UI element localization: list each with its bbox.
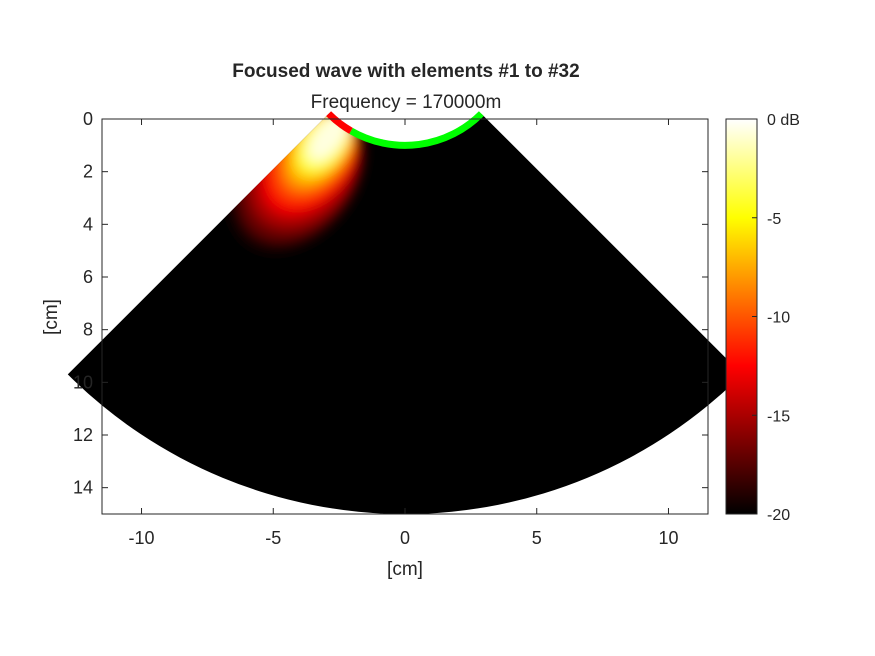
x-axis-label: [cm] bbox=[387, 559, 423, 580]
colorbar-tick-label: -15 bbox=[767, 408, 790, 425]
colorbar-tick-label: -10 bbox=[767, 310, 790, 327]
x-tick-label: 5 bbox=[532, 528, 542, 548]
chart-title: Focused wave with elements #1 to #32 bbox=[232, 61, 579, 82]
y-tick-label: 6 bbox=[83, 267, 93, 287]
colorbar-axis: 0 dB -5 -10 -15 -20 bbox=[752, 112, 800, 524]
y-tick-label: 10 bbox=[73, 372, 93, 392]
x-tick-label: -5 bbox=[265, 528, 281, 548]
x-tick-label: 10 bbox=[658, 528, 678, 548]
x-tick-label: 0 bbox=[400, 528, 410, 548]
y-axis-label: [cm] bbox=[41, 299, 62, 335]
probe-active-elements bbox=[326, 111, 353, 134]
y-tick-label: 2 bbox=[83, 162, 93, 182]
y-axis: 0 2 4 6 8 10 12 14 bbox=[73, 109, 708, 498]
y-tick-label: 0 bbox=[83, 109, 93, 129]
probe-inactive-elements bbox=[349, 111, 484, 149]
colorbar-tick-label: -20 bbox=[767, 507, 790, 524]
y-tick-label: 14 bbox=[73, 478, 93, 498]
colorbar-tick-label: 0 dB bbox=[767, 112, 800, 129]
y-tick-label: 12 bbox=[73, 425, 93, 445]
colorbar bbox=[725, 118, 758, 515]
x-axis: -10 -5 0 5 10 bbox=[129, 119, 678, 548]
chart-subtitle: Frequency = 170000m bbox=[311, 92, 502, 113]
x-tick-label: -10 bbox=[129, 528, 155, 548]
y-tick-label: 8 bbox=[83, 320, 93, 340]
colorbar-tick-label: -5 bbox=[767, 211, 781, 228]
y-tick-label: 4 bbox=[83, 214, 93, 234]
